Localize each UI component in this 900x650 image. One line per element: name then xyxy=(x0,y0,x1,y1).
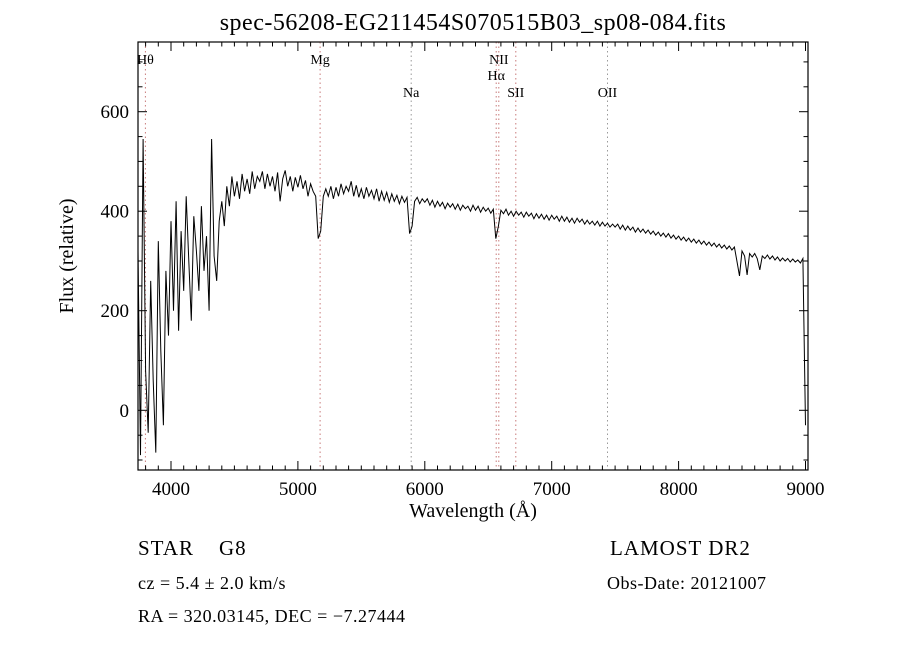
y-tick-label: 400 xyxy=(101,202,130,223)
x-tick-label: 9000 xyxy=(787,479,825,500)
spectral-line-label: Hα xyxy=(487,69,505,84)
spectral-line-label: NII xyxy=(489,53,509,68)
obs-date-text: Obs-Date: 20121007 xyxy=(607,573,767,593)
x-tick-label: 7000 xyxy=(533,479,571,500)
y-tick-label: 600 xyxy=(101,102,130,123)
plot-frame xyxy=(137,41,809,471)
plot-title: spec-56208-EG211454S070515B03_sp08-084.f… xyxy=(219,10,727,36)
spectral-line-label: SII xyxy=(507,86,524,101)
survey-release-text: LAMOST DR2 xyxy=(610,536,751,560)
cz-velocity-text: cz = 5.4 ± 2.0 km/s xyxy=(138,573,287,593)
spectral-line-label: Na xyxy=(403,86,420,101)
spectral-line-label: OII xyxy=(598,86,618,101)
y-tick-label: 0 xyxy=(120,401,130,422)
spectral-line-label: Hθ xyxy=(137,53,154,68)
x-tick-label: 8000 xyxy=(660,479,698,500)
spectrum-curve xyxy=(137,138,806,456)
y-tick-label: 200 xyxy=(101,301,130,322)
x-tick-label: 6000 xyxy=(406,479,444,500)
x-tick-label: 5000 xyxy=(279,479,317,500)
ra-dec-text: RA = 320.03145, DEC = −7.27444 xyxy=(138,606,406,626)
x-axis-label: Wavelength (Å) xyxy=(409,500,537,522)
object-class-text: STAR G8 xyxy=(138,536,247,560)
spectral-line-label: Mg xyxy=(310,53,329,68)
x-tick-label: 4000 xyxy=(152,479,190,500)
